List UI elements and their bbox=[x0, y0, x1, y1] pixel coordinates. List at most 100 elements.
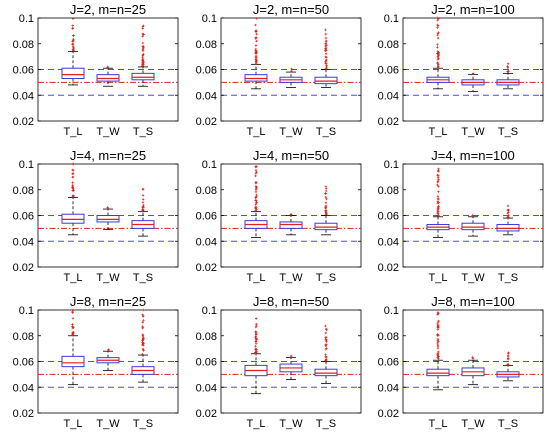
outlier-marker bbox=[437, 167, 440, 171]
outlier-marker bbox=[436, 16, 439, 20]
outlier-marker bbox=[436, 195, 440, 198]
y-tick-label: 0.1 bbox=[384, 159, 399, 171]
outlier-marker bbox=[71, 27, 74, 30]
outlier-marker bbox=[324, 36, 328, 40]
y-tick-label: 0.08 bbox=[378, 39, 399, 51]
box bbox=[61, 213, 85, 224]
outlier-marker bbox=[71, 317, 75, 320]
outlier-marker bbox=[107, 349, 110, 352]
outlier-marker bbox=[71, 39, 74, 43]
outlier-marker bbox=[254, 317, 258, 320]
y-tick-label: 0.1 bbox=[202, 305, 217, 317]
outlier-marker bbox=[71, 332, 75, 335]
outlier-marker bbox=[71, 17, 75, 20]
y-tick-label: 0.02 bbox=[196, 116, 217, 128]
x-tick-label: T_L bbox=[429, 418, 448, 430]
outlier-marker bbox=[71, 45, 75, 48]
y-tick-label: 0.06 bbox=[196, 65, 217, 77]
y-tick-label: 0.1 bbox=[202, 159, 217, 171]
outlier-marker bbox=[325, 62, 328, 65]
outlier-marker bbox=[324, 338, 328, 341]
outlier-marker bbox=[71, 24, 75, 27]
y-tick-label: 0.02 bbox=[13, 408, 34, 420]
outlier-marker bbox=[324, 206, 327, 210]
outlier-marker bbox=[254, 203, 257, 206]
outlier-marker bbox=[254, 196, 257, 199]
outlier-marker bbox=[471, 356, 474, 359]
x-tick-label: T_S bbox=[498, 418, 518, 430]
y-tick-label: 0.02 bbox=[378, 408, 399, 420]
outlier-marker bbox=[141, 45, 144, 48]
outlier-marker bbox=[436, 355, 440, 359]
outlier-marker bbox=[506, 65, 509, 68]
y-tick-label: 0.1 bbox=[19, 159, 34, 171]
outlier-marker bbox=[254, 44, 258, 47]
x-tick-label: T_S bbox=[498, 126, 518, 138]
outlier-marker bbox=[255, 17, 258, 20]
outlier-marker bbox=[141, 353, 144, 356]
outlier-marker bbox=[436, 343, 439, 347]
x-tick-label: T_L bbox=[429, 272, 448, 284]
outlier-marker bbox=[506, 204, 510, 208]
outlier-marker bbox=[141, 56, 144, 60]
y-tick-label: 0.02 bbox=[196, 408, 217, 420]
outlier-marker bbox=[254, 185, 258, 188]
outlier-marker bbox=[324, 201, 328, 204]
y-tick-label: 0.08 bbox=[378, 185, 399, 197]
outlier-marker bbox=[254, 206, 257, 210]
outlier-marker bbox=[507, 211, 510, 214]
outlier-marker bbox=[142, 33, 145, 36]
outlier-marker bbox=[71, 194, 75, 197]
outlier-marker bbox=[436, 58, 440, 61]
outlier-marker bbox=[254, 36, 258, 39]
outlier-marker bbox=[324, 28, 327, 32]
y-tick-label: 0.08 bbox=[13, 39, 34, 51]
y-tick-label: 0.1 bbox=[19, 13, 34, 25]
y-tick-label: 0.04 bbox=[378, 382, 399, 394]
y-tick-label: 0.08 bbox=[196, 39, 217, 51]
outlier-marker bbox=[141, 63, 145, 66]
outlier-marker bbox=[72, 326, 75, 329]
outlier-marker bbox=[72, 38, 75, 41]
outlier-marker bbox=[71, 48, 75, 51]
outlier-marker bbox=[71, 168, 74, 172]
x-tick-label: T_S bbox=[133, 272, 153, 284]
outlier-marker bbox=[254, 345, 257, 348]
outlier-marker bbox=[141, 198, 145, 201]
outlier-marker bbox=[254, 172, 258, 175]
outlier-marker bbox=[325, 187, 328, 190]
outlier-marker bbox=[255, 60, 258, 63]
y-tick-label: 0.04 bbox=[13, 382, 34, 394]
outlier-marker bbox=[324, 42, 327, 45]
outlier-marker bbox=[71, 175, 74, 179]
outlier-marker bbox=[71, 43, 74, 46]
outlier-marker bbox=[254, 325, 258, 329]
x-tick-label: T_L bbox=[64, 418, 83, 430]
outlier-marker bbox=[71, 323, 74, 326]
outlier-marker bbox=[436, 176, 440, 179]
outlier-marker bbox=[507, 215, 510, 219]
box bbox=[96, 74, 120, 82]
outlier-marker bbox=[324, 335, 328, 339]
outlier-marker bbox=[437, 357, 440, 361]
x-tick-label: T_S bbox=[316, 126, 336, 138]
box bbox=[279, 221, 303, 229]
outlier-marker bbox=[254, 347, 257, 351]
x-tick-label: T_L bbox=[64, 126, 83, 138]
outlier-marker bbox=[254, 52, 258, 55]
y-tick-label: 0.04 bbox=[378, 236, 399, 248]
y-tick-label: 0.02 bbox=[196, 262, 217, 274]
y-tick-label: 0.08 bbox=[196, 331, 217, 343]
outlier-marker bbox=[324, 189, 328, 193]
outlier-marker bbox=[254, 168, 258, 172]
outlier-marker bbox=[437, 205, 440, 208]
outlier-marker bbox=[71, 308, 75, 312]
y-tick-label: 0.04 bbox=[13, 236, 34, 248]
outlier-marker bbox=[507, 351, 510, 354]
outlier-marker bbox=[436, 207, 439, 211]
panel-title: J=8, m=n=50 bbox=[253, 294, 329, 309]
outlier-marker bbox=[141, 53, 145, 57]
box bbox=[61, 67, 85, 80]
outlier-marker bbox=[141, 188, 145, 191]
outlier-marker bbox=[254, 342, 258, 345]
